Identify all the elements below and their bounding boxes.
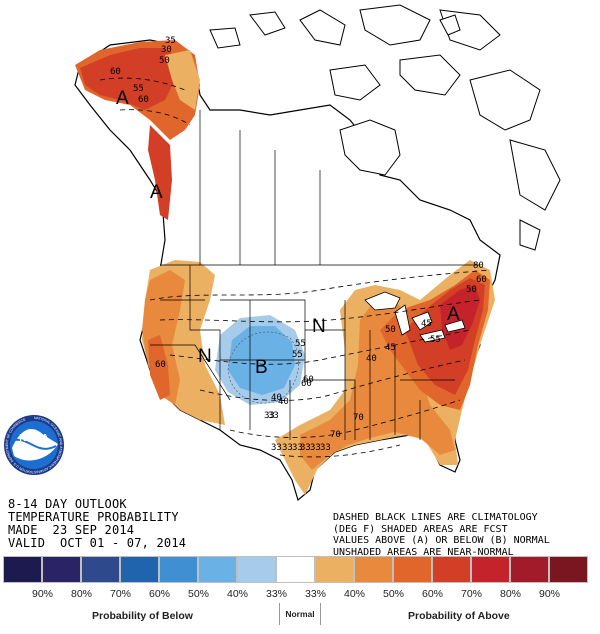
climatology-lines bbox=[99, 77, 491, 458]
clim-label: 60 bbox=[110, 67, 121, 77]
clim-label: 33 bbox=[282, 443, 293, 453]
political-borders bbox=[150, 110, 480, 440]
clim-label: 60 bbox=[138, 95, 149, 105]
clim-label: 50 bbox=[385, 325, 396, 335]
climatology-values: 30 35 50 60 55 60 40 45 50 55 60 70 40 4… bbox=[110, 36, 487, 453]
legend-swatch bbox=[42, 556, 81, 583]
clim-label: 33 bbox=[264, 411, 275, 421]
legend-swatch bbox=[237, 556, 276, 583]
legend-percent-row: 90% 80% 70% 60% 50% 40% 33% 33% 40% 50% 60% 70% 80% 9… bbox=[23, 588, 569, 600]
clim-label: 55 bbox=[133, 84, 144, 94]
legend-swatch bbox=[3, 556, 42, 583]
note-line: DASHED BLACK LINES ARE CLIMATOLOGY bbox=[333, 512, 538, 523]
clim-label: 40 bbox=[278, 397, 289, 407]
legend-above-label: Probability of Above bbox=[408, 610, 510, 622]
region-letters: A A N B N A bbox=[116, 88, 460, 378]
outlook-map: A A N B N A 30 35 50 60 55 60 40 45 50 5… bbox=[4, 4, 561, 502]
clim-label: 33 bbox=[268, 411, 279, 421]
outlook-title-line: VALID OCT 01 - 07, 2014 bbox=[8, 536, 187, 550]
legend-percent-label: 40% bbox=[343, 588, 365, 600]
legend-swatch bbox=[120, 556, 159, 583]
clim-label: 50 bbox=[159, 56, 170, 66]
region-label-rockies: B bbox=[255, 357, 268, 378]
legend-percent-label: 50% bbox=[187, 588, 209, 600]
legend-swatch bbox=[198, 556, 237, 583]
clim-label: 30 bbox=[161, 45, 172, 55]
region-label-pnw: A bbox=[150, 182, 163, 203]
legend-percent-label: 70% bbox=[460, 588, 482, 600]
clim-label: 60 bbox=[303, 375, 314, 385]
legend-percent-label: 50% bbox=[382, 588, 404, 600]
legend-swatch bbox=[315, 556, 354, 583]
clim-label: 35 bbox=[165, 36, 176, 46]
clim-label: 80 bbox=[473, 261, 484, 271]
legend-swatch bbox=[159, 556, 198, 583]
clim-label: 40 bbox=[366, 354, 377, 364]
outlook-title-line: 8-14 DAY OUTLOOK bbox=[8, 497, 127, 511]
outlook-title-line: MADE 23 SEP 2014 bbox=[8, 523, 135, 537]
outlook-title-line: TEMPERATURE PROBABILITY bbox=[8, 510, 179, 524]
noaa-logo-text: NOAA bbox=[19, 433, 48, 444]
legend-percent-label: 90% bbox=[538, 588, 560, 600]
note-line: VALUES ABOVE (A) OR BELOW (B) NORMAL bbox=[333, 535, 550, 546]
legend-swatch bbox=[354, 556, 393, 583]
clim-label: 55 bbox=[430, 335, 441, 345]
outlook-title: 8-14 DAY OUTLOOK TEMPERATURE PROBABILITY… bbox=[8, 498, 186, 550]
legend-swatch bbox=[393, 556, 432, 583]
land-outlines bbox=[209, 4, 561, 251]
great-lakes bbox=[364, 291, 466, 343]
note-line: UNSHADED AREAS ARE NEAR-NORMAL bbox=[333, 546, 514, 558]
legend-percent-label: 60% bbox=[148, 588, 170, 600]
legend-percent-label: 90% bbox=[31, 588, 53, 600]
region-label-plains: N bbox=[312, 316, 326, 337]
legend-swatch bbox=[276, 556, 315, 583]
east-south-region bbox=[275, 260, 495, 495]
legend-percent-label: 33% bbox=[304, 588, 326, 600]
clim-label: 33 bbox=[310, 443, 321, 453]
legend-percent-label: 70% bbox=[109, 588, 131, 600]
clim-label: 45 bbox=[421, 319, 432, 329]
probability-contours bbox=[227, 331, 299, 404]
legend-percent-label: 40% bbox=[226, 588, 248, 600]
clim-label: 33 bbox=[300, 443, 311, 453]
clim-label: 60 bbox=[155, 360, 166, 370]
clim-label: 33 bbox=[320, 443, 331, 453]
legend-swatch bbox=[549, 556, 588, 583]
clim-label: 70 bbox=[353, 413, 364, 423]
legend-swatch-row bbox=[3, 556, 588, 583]
hudson-bay bbox=[339, 119, 401, 176]
clim-label: 33 bbox=[271, 443, 282, 453]
legend-swatch bbox=[471, 556, 510, 583]
clim-label: 70 bbox=[330, 430, 341, 440]
note-line: (DEG F) SHADED AREAS ARE FCST bbox=[333, 523, 508, 535]
clim-label: 50 bbox=[466, 285, 477, 295]
legend-swatch bbox=[81, 556, 120, 583]
clim-label: 60 bbox=[476, 275, 487, 285]
legend-percent-label: 60% bbox=[421, 588, 443, 600]
probability-legend: 90% 80% 70% 60% 50% 40% 33% 33% 40% 50% 60% 70% 80% 9… bbox=[0, 556, 600, 634]
legend-normal-box: Normal bbox=[279, 603, 321, 625]
clim-label: 33 bbox=[292, 443, 303, 453]
noaa-logo: NOAA NATIONAL OCEANIC AND ATMOSPHERIC AD… bbox=[4, 415, 64, 475]
region-label-great-basin: N bbox=[198, 346, 212, 367]
legend-percent-label: 80% bbox=[499, 588, 521, 600]
region-label-alaska: A bbox=[116, 88, 129, 109]
clim-label: 55 bbox=[292, 350, 303, 360]
clim-label: 45 bbox=[385, 343, 396, 353]
clim-label: 60 bbox=[301, 379, 312, 389]
clim-label: 40 bbox=[271, 393, 282, 403]
legend-note: DASHED BLACK LINES ARE CLIMATOLOGY (DEG … bbox=[333, 512, 550, 558]
legend-percent-label: 33% bbox=[265, 588, 287, 600]
west-region bbox=[142, 260, 225, 425]
clim-label: 55 bbox=[295, 339, 306, 349]
legend-below-label: Probability of Below bbox=[92, 610, 193, 622]
region-label-northeast: A bbox=[447, 304, 460, 325]
legend-swatch bbox=[510, 556, 549, 583]
legend-percent-label: 80% bbox=[70, 588, 92, 600]
legend-swatch bbox=[432, 556, 471, 583]
legend-normal-label: Normal bbox=[285, 609, 315, 619]
